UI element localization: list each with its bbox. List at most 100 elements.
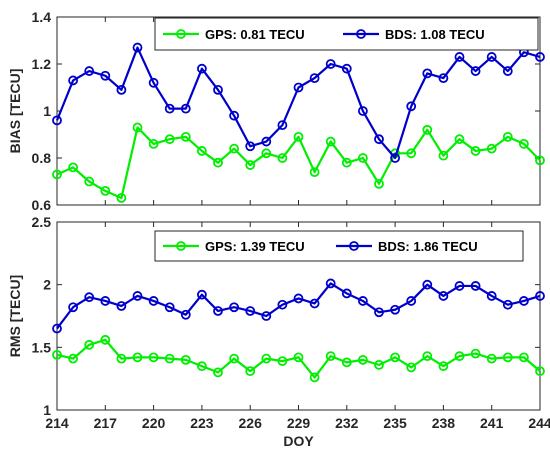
data-point-bds: [261, 136, 272, 147]
data-point-gps: [132, 122, 143, 133]
data-point-bds: [84, 292, 95, 303]
data-point-bds: [438, 73, 449, 83]
data-point-bds: [325, 278, 336, 289]
data-point-gps: [52, 169, 62, 180]
y-tick-label: 1.5: [32, 339, 52, 355]
data-point-gps: [148, 352, 159, 363]
data-point-bds: [390, 153, 401, 163]
data-point-gps: [422, 351, 433, 362]
data-point-gps: [502, 352, 513, 363]
data-point-bds: [261, 311, 272, 321]
data-point-bds: [486, 52, 497, 62]
data-point-gps: [293, 131, 304, 142]
data-point-bds: [422, 279, 433, 290]
data-point-gps: [535, 366, 545, 377]
data-point-gps: [374, 178, 384, 189]
data-point-gps: [535, 155, 545, 166]
data-point-bds: [293, 293, 304, 304]
data-point-bds: [535, 291, 545, 301]
data-point-bds: [341, 288, 352, 299]
data-point-bds: [100, 70, 111, 81]
data-point-gps: [84, 339, 95, 350]
data-point-bds: [470, 66, 481, 76]
legend-label-bds: BDS: 1.86 TECU: [378, 239, 478, 254]
x-tick-label: 220: [142, 415, 166, 431]
data-point-bds: [84, 66, 95, 76]
data-point-gps: [261, 353, 272, 364]
legend-marker-bds: [349, 241, 359, 251]
data-point-gps: [116, 353, 127, 364]
series-line-gps: [56, 338, 541, 379]
data-point-bds: [148, 296, 159, 306]
data-point-bds: [52, 323, 62, 334]
data-point-gps: [245, 366, 256, 377]
x-tick-label: 241: [480, 415, 504, 431]
data-point-bds: [357, 296, 368, 306]
data-point-bds: [196, 63, 207, 74]
data-point-gps: [486, 143, 497, 154]
data-point-gps: [438, 150, 449, 161]
data-point-gps: [309, 167, 320, 178]
data-point-gps: [438, 361, 449, 372]
data-point-bds: [454, 281, 465, 291]
data-point-gps: [116, 193, 127, 203]
data-point-bds: [116, 301, 127, 311]
data-point-gps: [196, 361, 207, 372]
data-point-gps: [229, 143, 240, 154]
data-point-gps: [454, 134, 465, 145]
data-point-gps: [180, 354, 191, 365]
series-line-bds: [55, 46, 541, 160]
data-point-gps: [325, 351, 336, 362]
data-point-bds: [68, 75, 78, 86]
data-point-gps: [486, 353, 497, 364]
data-point-gps: [148, 138, 159, 149]
data-point-gps: [277, 153, 288, 163]
legend-label-gps: GPS: 0.81 TECU: [205, 27, 305, 42]
data-point-bds: [132, 42, 143, 53]
data-point-bds: [164, 302, 175, 313]
data-point-bds: [519, 296, 529, 306]
data-point-gps: [374, 359, 384, 370]
data-point-gps: [502, 131, 513, 142]
legend-marker-gps: [176, 241, 186, 251]
data-point-bds: [470, 281, 481, 291]
data-point-gps: [357, 354, 368, 365]
data-point-gps: [261, 148, 272, 159]
y-tick-label: 1.2: [32, 56, 52, 72]
data-point-gps: [229, 353, 240, 364]
x-tick-label: 232: [335, 415, 359, 431]
y-tick-label: 1: [43, 402, 51, 418]
y-tick-label: 2.5: [32, 214, 52, 230]
data-point-gps: [341, 357, 352, 368]
data-point-bds: [390, 304, 401, 315]
bias-panel: 0.6 0.8 1 1.2 1.4 BIAS [TECU] GPS: 0.81 TECU BD…: [7, 9, 545, 213]
data-point-bds: [374, 134, 384, 145]
x-tick-label: 238: [432, 415, 456, 431]
data-point-bds: [325, 59, 336, 69]
data-point-gps: [196, 146, 207, 156]
data-point-bds: [196, 289, 207, 300]
legend-marker-bds: [356, 29, 366, 39]
data-point-gps: [357, 153, 368, 163]
data-point-bds: [68, 302, 78, 313]
data-point-gps: [470, 146, 481, 156]
data-point-bds: [422, 68, 433, 79]
data-point-gps: [519, 138, 529, 149]
data-point-gps: [100, 334, 111, 345]
data-point-bds: [100, 296, 111, 306]
data-point-bds: [132, 291, 143, 301]
x-tick-label: 217: [94, 415, 118, 431]
data-point-gps: [52, 349, 62, 360]
data-point-gps: [68, 353, 78, 364]
data-point-gps: [84, 176, 95, 187]
data-point-gps: [277, 356, 288, 367]
data-point-gps: [245, 160, 256, 170]
data-point-bds: [164, 103, 175, 114]
data-point-bds: [357, 106, 368, 116]
data-point-gps: [406, 148, 417, 159]
data-point-bds: [502, 66, 513, 76]
data-point-gps: [454, 351, 465, 362]
x-axis-label: DOY: [283, 433, 314, 449]
data-point-bds: [245, 306, 256, 316]
x-tick-label: 244: [528, 415, 550, 431]
